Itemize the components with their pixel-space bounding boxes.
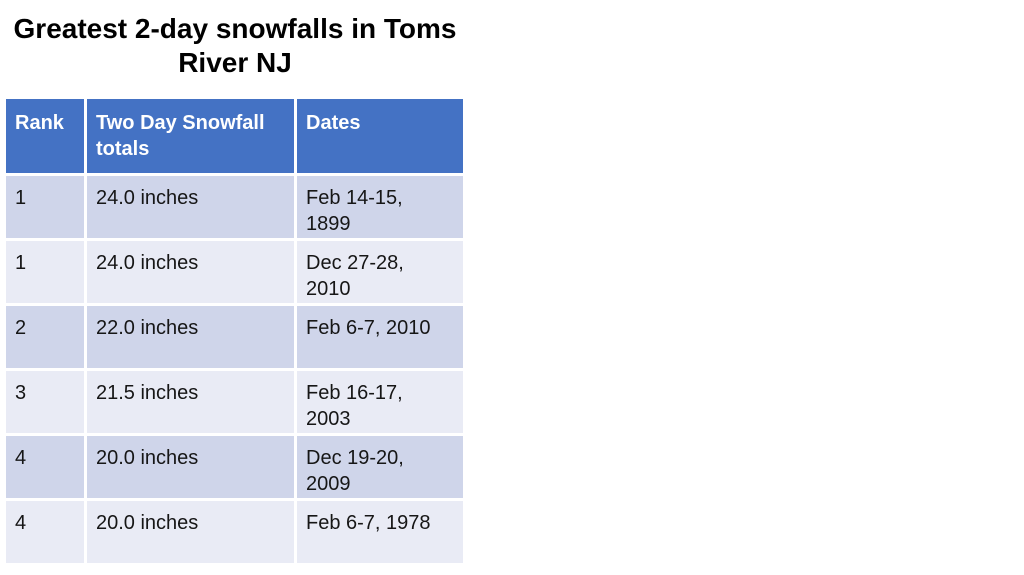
cell-total: 20.0 inches [87,501,294,563]
cell-dates: Dec 19-20, 2009 [297,436,463,498]
cell-dates: Feb 16-17, 2003 [297,371,463,433]
cell-total: 21.5 inches [87,371,294,433]
cell-dates: Feb 6-7, 2010 [297,306,463,368]
cell-dates: Feb 6-7, 1978 [297,501,463,563]
page-title-line-1: Greatest 2-day snowfalls in Toms [13,13,457,44]
cell-dates: Dec 27-28, 2010 [297,241,463,303]
cell-rank: 1 [6,176,84,238]
column-header-total: Two Day Snowfall totals [87,99,294,173]
cell-total: 22.0 inches [87,306,294,368]
cell-total: 24.0 inches [87,241,294,303]
snowfall-table: Rank Two Day Snowfall totals Dates 1 24.… [6,99,463,563]
cell-total: 20.0 inches [87,436,294,498]
cell-rank: 4 [6,501,84,563]
page-title-line-2: River NJ [178,47,292,78]
cell-dates: Feb 14-15, 1899 [297,176,463,238]
cell-rank: 2 [6,306,84,368]
cell-rank: 3 [6,371,84,433]
cell-total: 24.0 inches [87,176,294,238]
page-title: Greatest 2-day snowfalls in Toms River N… [0,12,470,80]
cell-rank: 4 [6,436,84,498]
column-header-dates: Dates [297,99,463,173]
cell-rank: 1 [6,241,84,303]
column-header-rank: Rank [6,99,84,173]
